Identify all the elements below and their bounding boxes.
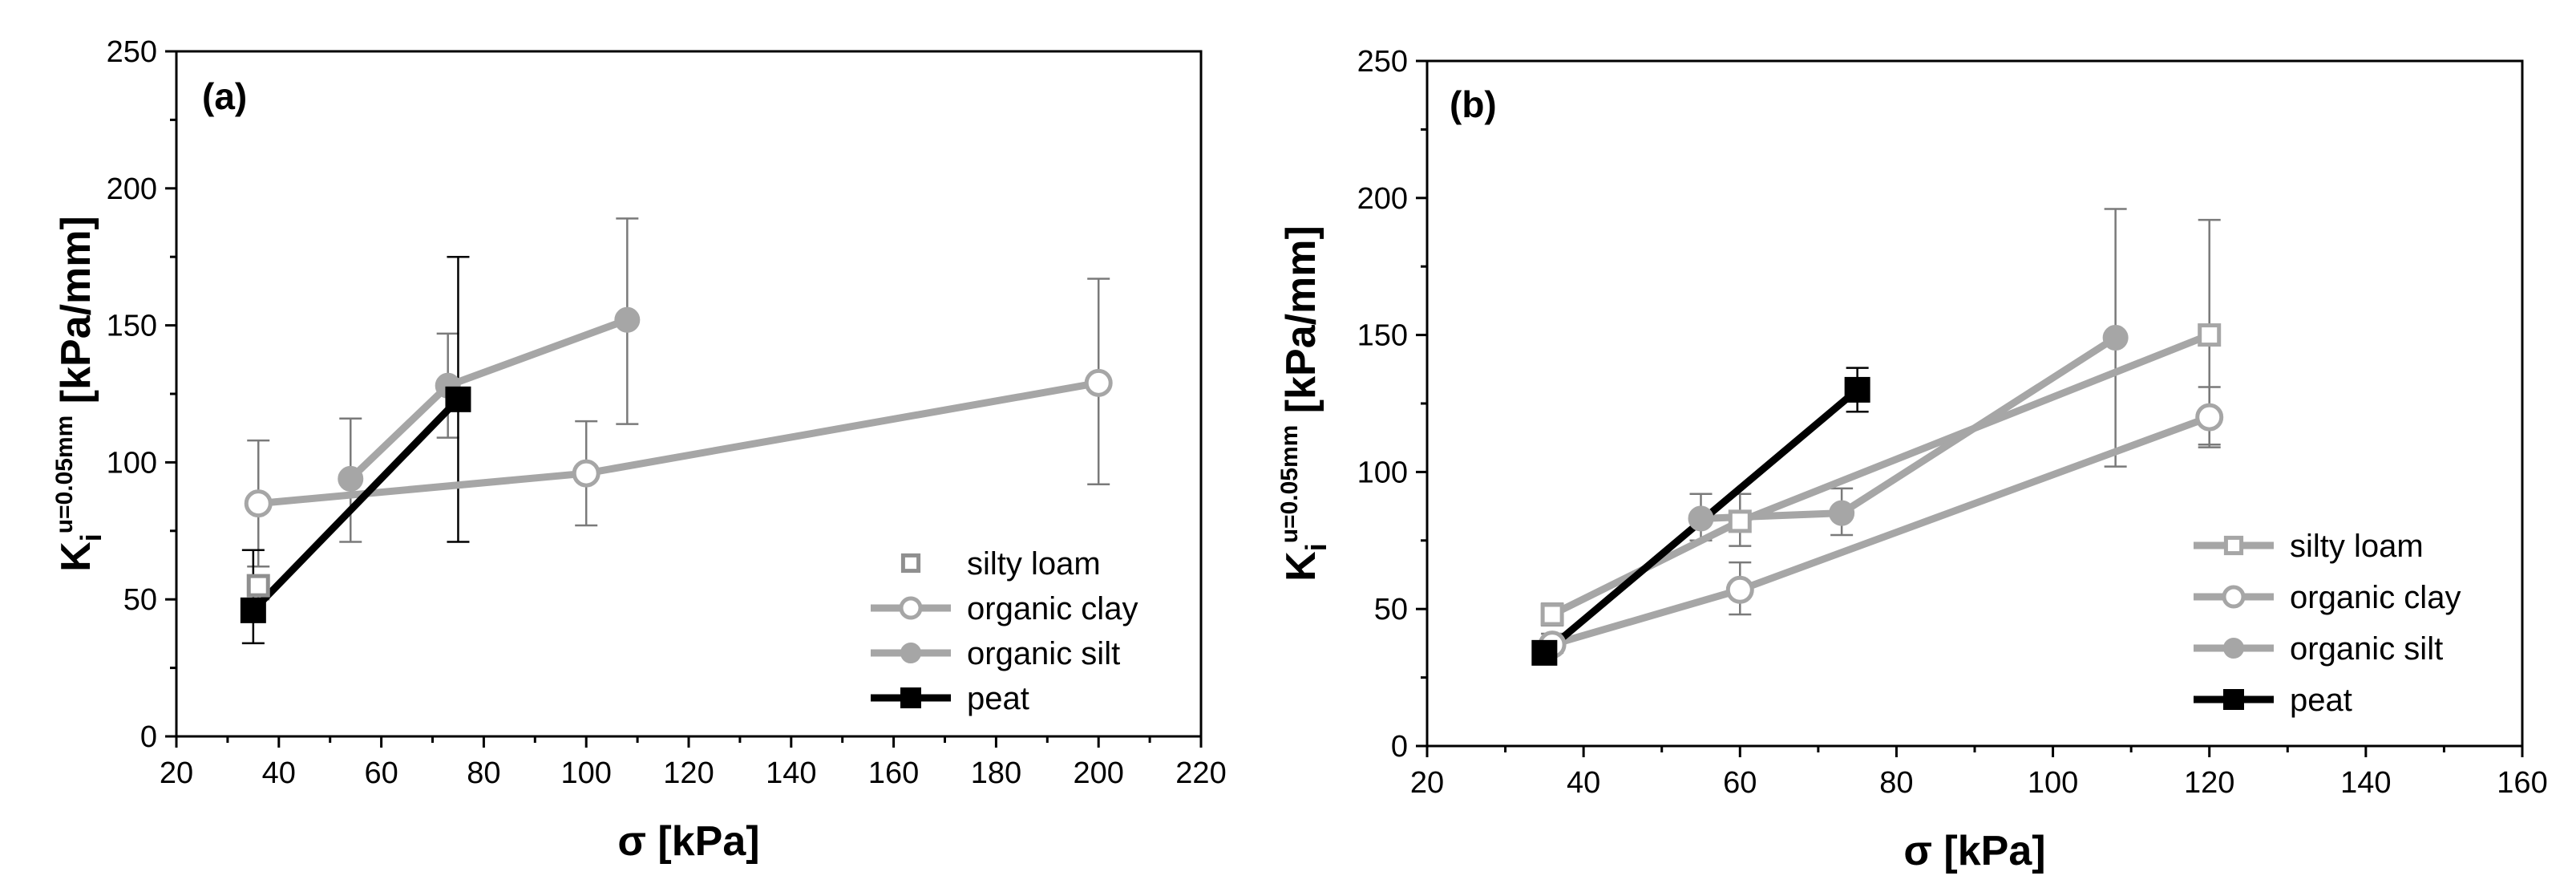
data-point-peat [445, 386, 471, 412]
y-tick-label: 100 [107, 446, 157, 480]
legend-marker [900, 553, 921, 574]
y-tick-label: 100 [1357, 456, 1408, 489]
data-point-organic-silt [1829, 500, 1855, 526]
x-tick-label: 100 [560, 756, 611, 790]
x-tick-label: 80 [467, 756, 500, 790]
x-tick-label: 80 [1879, 766, 1913, 800]
data-point-organic-clay [1084, 368, 1113, 397]
x-tick-label: 220 [1175, 756, 1226, 790]
y-axis-title-base: K [1278, 551, 1324, 582]
data-point-silty-loam [1728, 509, 1752, 533]
data-point-organic-clay [1725, 575, 1754, 604]
panel-label: (a) [202, 75, 247, 117]
legend-item: organic silt [2194, 631, 2443, 667]
legend-item: organic silt [871, 636, 1120, 671]
x-tick-label: 60 [364, 756, 398, 790]
y-axis-title-base: K [53, 541, 99, 572]
legend-label: organic silt [967, 636, 1120, 671]
x-tick-label: 120 [2184, 766, 2234, 800]
data-point-silty-loam [246, 574, 270, 598]
x-tick-label: 100 [2028, 766, 2078, 800]
x-tick-label: 140 [2340, 766, 2391, 800]
legend-label: silty loam [2290, 529, 2424, 564]
legend-marker [2222, 585, 2246, 609]
legend-label: organic silt [2290, 631, 2443, 667]
legend-label: organic clay [2290, 580, 2461, 615]
data-point-silty-loam [2198, 323, 2222, 347]
data-point-peat [240, 597, 266, 623]
x-tick-label: 40 [1567, 766, 1600, 800]
legend-marker [900, 643, 921, 663]
legend-item: organic clay [2194, 580, 2461, 615]
y-axis-title-unit: [kPa/mm] [1278, 225, 1324, 425]
legend-item: silty loam [900, 546, 1101, 582]
chart-panel-b: 20 40 60 80 100 120 140 160 0 50 100 150 200 250 σ [kP… [1276, 45, 2548, 874]
y-tick-label: 200 [1357, 182, 1408, 216]
y-axis-title-subscript: i [75, 533, 107, 541]
series-line-peat [250, 396, 461, 614]
data-point-organic-clay [2195, 403, 2224, 432]
legend-marker [2223, 638, 2244, 659]
y-tick-label: 200 [107, 172, 157, 206]
y-tick-label: 0 [1391, 730, 1408, 764]
legend-marker [2223, 535, 2244, 556]
chart-panel-a: 20 40 60 80 100 120 140 160 180 200 220 0 50 100 150 20… [51, 35, 1227, 865]
legend-item: peat [871, 681, 1029, 716]
legend-marker [900, 687, 921, 708]
y-axis-title-subscript: i [1300, 543, 1332, 551]
data-point-peat [1531, 639, 1558, 666]
y-axis-title: Kiu=0.05mm [kPa/mm] [1276, 225, 1332, 582]
series-line-silty-loam [1551, 331, 2211, 618]
x-tick-label: 20 [160, 756, 193, 790]
y-tick-label: 250 [107, 35, 157, 69]
data-point-organic-clay [572, 459, 601, 488]
y-tick-label: 150 [1357, 319, 1408, 353]
x-tick-label: 180 [971, 756, 1021, 790]
legend: silty loam organic clay organic silt peat [871, 546, 1138, 716]
x-tick-label: 60 [1723, 766, 1757, 800]
y-axis-title: Kiu=0.05mm [kPa/mm] [51, 216, 107, 572]
y-tick-label: 150 [107, 310, 157, 343]
data-point-silty-loam [1540, 602, 1564, 626]
y-axis-title-superscript: u=0.05mm [51, 416, 78, 534]
y-tick-label: 250 [1357, 45, 1408, 79]
x-tick-label: 200 [1073, 756, 1123, 790]
series-line-organic-silt [1700, 334, 2118, 522]
legend-item: silty loam [2194, 529, 2424, 564]
legend-label: peat [2290, 683, 2352, 718]
legend-marker [2223, 689, 2244, 710]
x-tick-label: 160 [2497, 766, 2547, 800]
y-tick-label: 50 [123, 583, 157, 617]
data-point-organic-silt [338, 465, 364, 492]
legend-marker [899, 596, 923, 620]
legend-item: peat [2194, 683, 2352, 718]
x-tick-label: 40 [262, 756, 296, 790]
y-axis-title-superscript: u=0.05mm [1276, 425, 1303, 544]
legend-label: silty loam [967, 546, 1101, 582]
x-tick-label: 160 [868, 756, 919, 790]
x-axis-title: σ [kPa] [617, 818, 759, 865]
data-point-peat [1844, 376, 1870, 403]
y-tick-label: 0 [140, 720, 157, 754]
x-tick-label: 140 [766, 756, 816, 790]
data-point-organic-silt [1688, 505, 1714, 532]
legend-label: peat [967, 681, 1029, 716]
y-tick-label: 50 [1374, 593, 1408, 626]
data-point-organic-silt [2102, 325, 2129, 351]
series-line-organic-clay [1551, 413, 2211, 648]
legend-label: organic clay [967, 591, 1138, 626]
legend: silty loam organic clay organic silt peat [2194, 529, 2461, 718]
x-tick-label: 20 [1410, 766, 1444, 800]
data-point-organic-clay [244, 489, 273, 518]
x-tick-label: 120 [663, 756, 714, 790]
x-axis-title: σ [kPa] [1903, 828, 2045, 874]
data-point-organic-silt [614, 306, 641, 333]
panel-label: (b) [1450, 83, 1497, 125]
legend-item: organic clay [871, 591, 1138, 626]
y-axis-title-unit: [kPa/mm] [53, 216, 99, 416]
